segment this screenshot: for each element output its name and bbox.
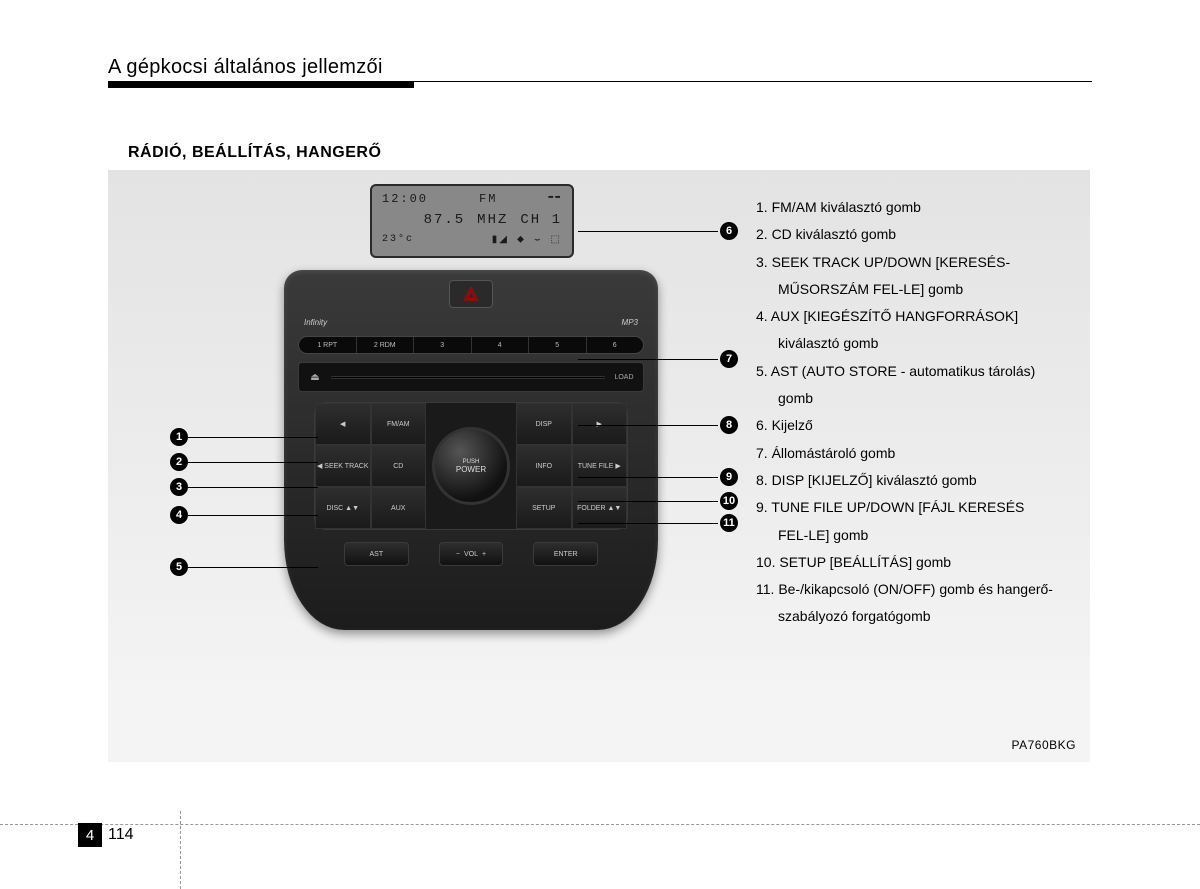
callout-marker-8: 8: [720, 416, 738, 434]
callout-marker-1: 1: [170, 428, 188, 446]
lcd-temp: 23°c: [382, 234, 414, 246]
cd-button[interactable]: CD: [371, 445, 427, 487]
callout-lead: [578, 523, 718, 524]
hazard-button[interactable]: [449, 280, 493, 308]
vol-rocker[interactable]: − VOL +: [439, 542, 504, 566]
load-button[interactable]: LOAD: [605, 374, 643, 381]
section-title: RÁDIÓ, BEÁLLÍTÁS, HANGERŐ: [128, 144, 381, 162]
legend-item: MŰSORSZÁM FEL-LE] gomb: [756, 276, 1086, 303]
image-code: PA760BKG: [1012, 738, 1076, 752]
enter-button[interactable]: ENTER: [533, 542, 598, 566]
legend-item: FEL-LE] gomb: [756, 522, 1086, 549]
lcd-display: 12:00 FM ▬▬ 87.5 MHZ CH 1 23°c ▮◢ ⬥ ⌣ ⬚: [370, 184, 574, 258]
legend-item: 10. SETUP [BEÁLLÍTÁS] gomb: [756, 549, 1086, 576]
callout-lead: [578, 359, 718, 360]
preset-bar: 1 RPT 2 RDM 3 4 5 6: [298, 336, 644, 354]
legend-item: 8. DISP [KIJELZŐ] kiválasztó gomb: [756, 467, 1086, 494]
callout-lead: [578, 425, 718, 426]
radio-console: Infinity MP3 1 RPT 2 RDM 3 4 5 6 ⏏ LOAD …: [284, 270, 658, 630]
setup-button[interactable]: SETUP: [516, 487, 572, 529]
callout-marker-4: 4: [170, 506, 188, 524]
legend-item: 6. Kijelző: [756, 412, 1086, 439]
lcd-band: FM: [479, 192, 497, 206]
callout-marker-11: 11: [720, 514, 738, 532]
callout-lead: [578, 501, 718, 502]
bottom-row: AST − VOL + ENTER: [344, 542, 598, 566]
callout-marker-6: 6: [720, 222, 738, 240]
legend-item: 3. SEEK TRACK UP/DOWN [KERESÉS-: [756, 249, 1086, 276]
callout-lead: [188, 462, 318, 463]
power-label: POWER: [456, 465, 486, 474]
preset-1[interactable]: 1 RPT: [299, 337, 357, 353]
legend-item: 1. FM/AM kiválasztó gomb: [756, 194, 1086, 221]
power-knob[interactable]: PUSH POWER: [432, 427, 510, 505]
legend-item: kiválasztó gomb: [756, 330, 1086, 357]
cd-slot: ⏏ LOAD: [298, 362, 644, 392]
diagram-panel: 12:00 FM ▬▬ 87.5 MHZ CH 1 23°c ▮◢ ⬥ ⌣ ⬚ …: [108, 170, 1090, 762]
callout-marker-9: 9: [720, 468, 738, 486]
legend-item: 5. AST (AUTO STORE - automatikus tárolás…: [756, 358, 1086, 385]
disc-button[interactable]: DISC ▲▼: [315, 487, 371, 529]
preset-4[interactable]: 4: [472, 337, 530, 353]
legend-item: 9. TUNE FILE UP/DOWN [FÁJL KERESÉS: [756, 494, 1086, 521]
fmam-button[interactable]: FM/AM: [371, 403, 427, 445]
legend-item: 11. Be-/kikapcsoló (ON/OFF) gomb és hang…: [756, 576, 1086, 603]
lcd-freq: 87.5: [424, 212, 466, 228]
tune-file-button[interactable]: TUNE FILE ▶: [572, 445, 628, 487]
callout-lead: [578, 477, 718, 478]
callout-lead: [188, 487, 318, 488]
brand-right: MP3: [622, 318, 638, 327]
callout-marker-2: 2: [170, 453, 188, 471]
page-tab-dashline: [180, 811, 181, 889]
disp-button[interactable]: DISP: [516, 403, 572, 445]
legend-item: szabályozó forgatógomb: [756, 603, 1086, 630]
control-cluster: ◀ ◀ SEEK TRACK DISC ▲▼ FM/AM CD AUX PUSH…: [314, 402, 628, 530]
header-title: A gépkocsi általános jellemzői: [108, 56, 1092, 82]
preset-6[interactable]: 6: [587, 337, 644, 353]
ast-button[interactable]: AST: [344, 542, 409, 566]
info-button[interactable]: INFO: [516, 445, 572, 487]
radio-diagram: 12:00 FM ▬▬ 87.5 MHZ CH 1 23°c ▮◢ ⬥ ⌣ ⬚ …: [148, 170, 748, 650]
seek-track-button[interactable]: ◀ SEEK TRACK: [315, 445, 371, 487]
hazard-icon: [462, 285, 480, 303]
legend-item: gomb: [756, 385, 1086, 412]
page-number: 4 114: [78, 821, 154, 849]
legend-item: 7. Állomástároló gomb: [756, 440, 1086, 467]
chapter-number: 4: [78, 823, 102, 847]
page-no: 114: [108, 826, 134, 844]
legend-list: 1. FM/AM kiválasztó gomb2. CD kiválasztó…: [756, 194, 1086, 631]
callout-marker-5: 5: [170, 558, 188, 576]
brand-left: Infinity: [304, 318, 327, 327]
header-rule-thick: [108, 82, 414, 88]
lcd-clock: 12:00: [382, 192, 428, 206]
callout-lead: [578, 231, 718, 232]
legend-item: 2. CD kiválasztó gomb: [756, 221, 1086, 248]
page-header: A gépkocsi általános jellemzői: [108, 56, 1092, 88]
lcd-ch: CH 1: [520, 212, 562, 228]
callout-lead: [188, 437, 318, 438]
legend-item: 4. AUX [KIEGÉSZÍTŐ HANGFORRÁSOK]: [756, 303, 1086, 330]
callout-marker-3: 3: [170, 478, 188, 496]
preset-3[interactable]: 3: [414, 337, 472, 353]
callout-lead: [188, 515, 318, 516]
callout-lead: [188, 567, 318, 568]
btn-left-1a[interactable]: ◀: [315, 403, 371, 445]
lcd-icons: ▮◢ ⬥ ⌣ ⬚: [492, 234, 562, 246]
callout-marker-10: 10: [720, 492, 738, 510]
preset-2[interactable]: 2 RDM: [357, 337, 415, 353]
callout-marker-7: 7: [720, 350, 738, 368]
btn-right-1b[interactable]: ▶: [572, 403, 628, 445]
lcd-unit: MHZ: [477, 212, 508, 228]
cd-slot-line: [331, 376, 605, 379]
eject-button[interactable]: ⏏: [299, 372, 331, 383]
preset-5[interactable]: 5: [529, 337, 587, 353]
aux-button[interactable]: AUX: [371, 487, 427, 529]
